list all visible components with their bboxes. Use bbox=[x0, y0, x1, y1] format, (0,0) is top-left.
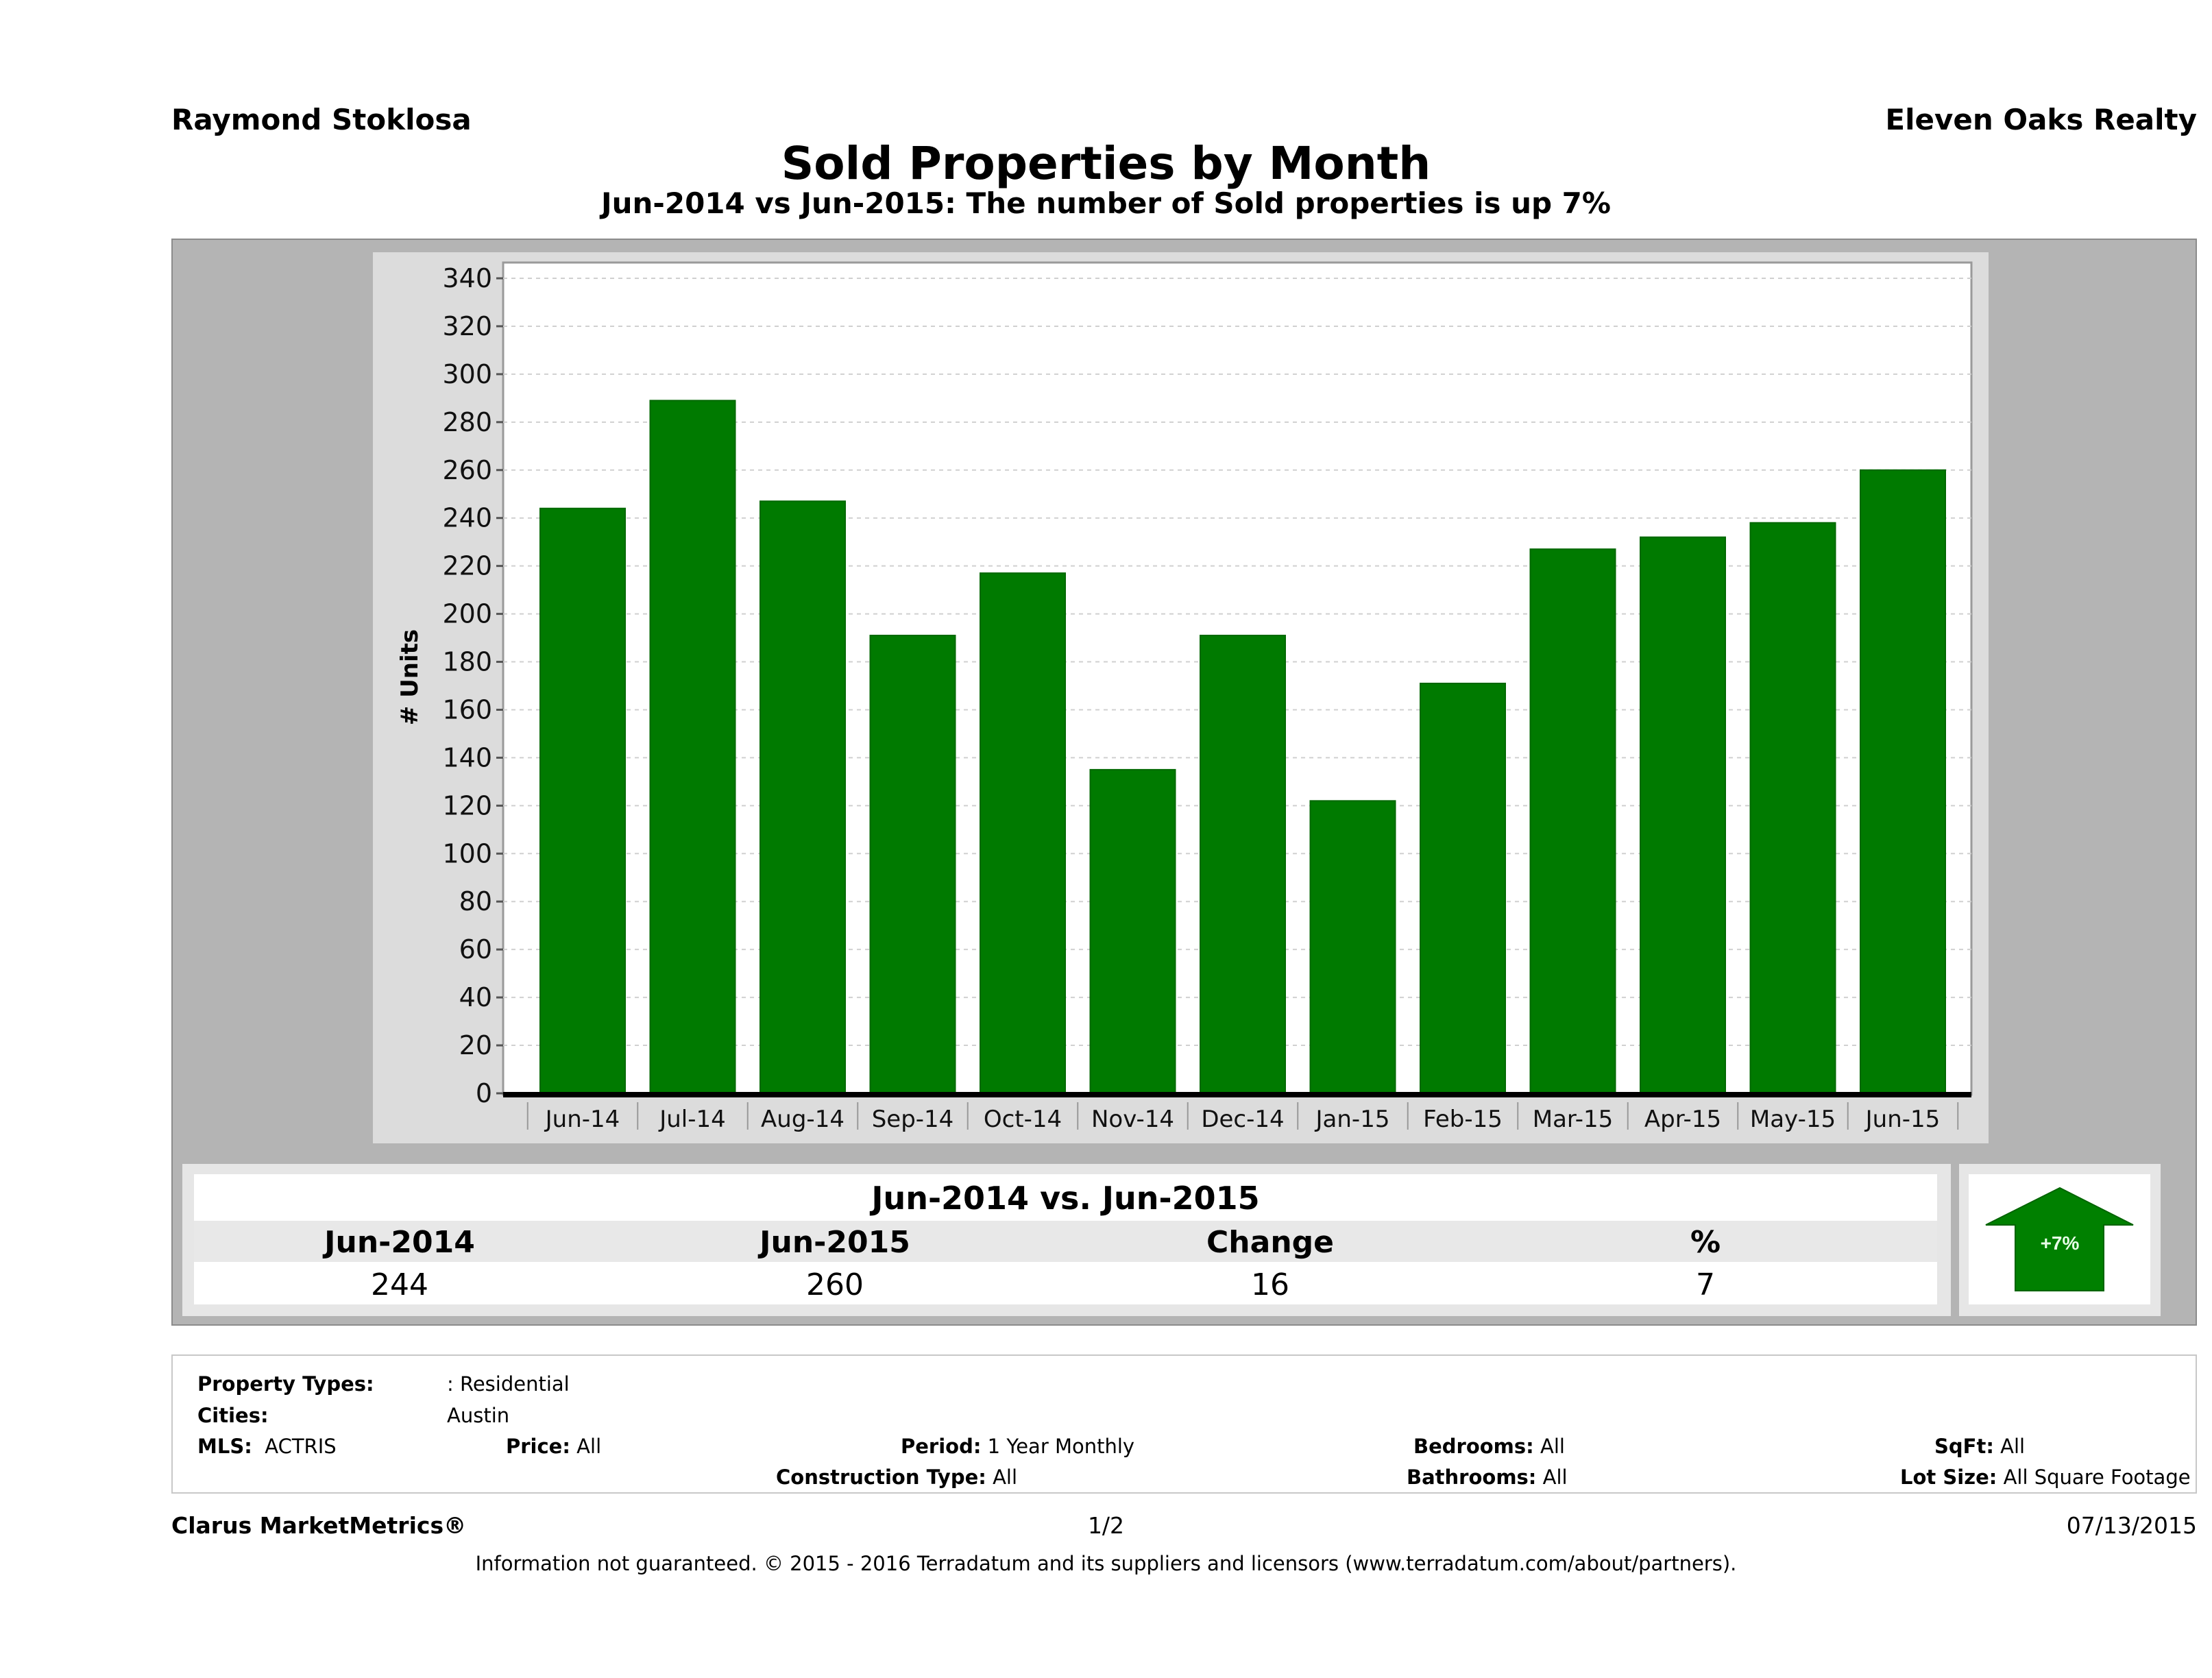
bar-May-15 bbox=[1749, 522, 1836, 1094]
x-tick-label: Apr-15 bbox=[1644, 1106, 1721, 1133]
bar-Feb-15 bbox=[1420, 683, 1506, 1094]
y-tick-label: 120 bbox=[442, 790, 492, 820]
bar-Mar-15 bbox=[1529, 548, 1616, 1094]
y-tick-label: 340 bbox=[442, 263, 492, 293]
y-axis-label: # Units bbox=[396, 629, 424, 725]
summary-title: Jun-2014 vs. Jun-2015 bbox=[871, 1180, 1260, 1217]
summary-value-jun-2015: 260 bbox=[806, 1267, 864, 1302]
x-tick-label: Dec-14 bbox=[1201, 1106, 1284, 1133]
x-axis-ticks: Jun-14 Jul-14 Aug-14 Sep-14 Oct-14 Nov-14 Dec-… bbox=[526, 1102, 1959, 1133]
mls-label: MLS: bbox=[197, 1435, 252, 1458]
x-tick-label: Nov-14 bbox=[1091, 1106, 1174, 1133]
y-tick-label: 220 bbox=[442, 551, 492, 581]
construction-type-label: Construction Type: bbox=[776, 1466, 986, 1489]
x-tick-label: Jun-14 bbox=[544, 1106, 620, 1133]
y-tick-label: 240 bbox=[442, 503, 492, 533]
y-tick-label: 160 bbox=[442, 694, 492, 725]
x-tick-label: Aug-14 bbox=[761, 1106, 844, 1133]
y-tick-label: 140 bbox=[442, 742, 492, 773]
y-tick-label: 260 bbox=[442, 455, 492, 485]
bedrooms-label: Bedrooms: bbox=[1413, 1435, 1534, 1458]
agent-name: Raymond Stoklosa bbox=[171, 103, 472, 136]
y-tick-label: 280 bbox=[442, 407, 492, 437]
x-tick-label: Mar-15 bbox=[1533, 1106, 1614, 1133]
bar-Oct-14 bbox=[980, 572, 1066, 1094]
report-date: 07/13/2015 bbox=[2066, 1512, 2197, 1539]
y-tick-label: 100 bbox=[442, 838, 492, 868]
y-tick-label: 300 bbox=[442, 359, 492, 389]
x-tick-label: Sep-14 bbox=[872, 1106, 954, 1133]
y-tick-label: 0 bbox=[476, 1078, 492, 1108]
y-tick-label: 200 bbox=[442, 599, 492, 629]
y-tick-label: 180 bbox=[442, 647, 492, 677]
bar-Jun-15 bbox=[1860, 469, 1946, 1094]
cities-value: Austin bbox=[447, 1404, 510, 1427]
lot-size-label: Lot Size: bbox=[1900, 1466, 1997, 1489]
y-tick-label: 320 bbox=[442, 311, 492, 341]
bathrooms-value: All bbox=[1542, 1466, 1568, 1489]
period-value: 1 Year Monthly bbox=[987, 1435, 1135, 1458]
summary-value-row: 244 260 16 7 bbox=[194, 1262, 1937, 1304]
company-name: Eleven Oaks Realty bbox=[1885, 103, 2197, 136]
bar-Nov-14 bbox=[1089, 768, 1176, 1094]
summary-title-row: Jun-2014 vs. Jun-2015 bbox=[194, 1174, 1937, 1221]
y-tick-label: 40 bbox=[459, 982, 492, 1012]
change-badge-text: +7% bbox=[2041, 1232, 2080, 1254]
bathrooms-label: Bathrooms: bbox=[1407, 1466, 1537, 1489]
cities-label: Cities: bbox=[197, 1404, 269, 1427]
bar-chart: 0 20 40 60 80 100 120 140 160 180 200 220 240 260 280 3… bbox=[396, 261, 1973, 1133]
mls-value: ACTRIS bbox=[265, 1435, 337, 1458]
summary-value-percent: 7 bbox=[1696, 1267, 1715, 1302]
price-label: Price: bbox=[506, 1435, 570, 1458]
up-arrow-icon: +7% bbox=[1985, 1187, 2134, 1291]
x-tick-label: Jul-14 bbox=[658, 1106, 726, 1133]
bar-Jan-15 bbox=[1309, 800, 1396, 1094]
x-tick-label: Jun-15 bbox=[1864, 1106, 1941, 1133]
property-types-label: Property Types: bbox=[197, 1372, 374, 1396]
filters-panel: Property Types: : Residential Cities: Au… bbox=[171, 1354, 2197, 1494]
x-tick-label: Feb-15 bbox=[1423, 1106, 1503, 1133]
sqft-value: All bbox=[2000, 1435, 2026, 1458]
bars bbox=[539, 400, 1946, 1095]
change-badge: +7% bbox=[1969, 1174, 2150, 1304]
summary-header-row: Jun-2014 Jun-2015 Change % bbox=[194, 1221, 1937, 1262]
report-title: Sold Properties by Month bbox=[781, 137, 1431, 190]
bar-Sep-14 bbox=[869, 635, 956, 1094]
bar-Jul-14 bbox=[649, 400, 736, 1095]
summary-value-change: 16 bbox=[1251, 1267, 1289, 1302]
y-tick-label: 80 bbox=[459, 886, 492, 916]
bar-Jun-14 bbox=[539, 507, 626, 1094]
x-tick-label: Oct-14 bbox=[984, 1106, 1062, 1133]
bedrooms-value: All bbox=[1540, 1435, 1565, 1458]
property-types-value: : Residential bbox=[447, 1372, 570, 1396]
y-axis-ticks: 0 20 40 60 80 100 120 140 160 180 200 220 240 260 280 3… bbox=[442, 263, 503, 1108]
y-tick-label: 20 bbox=[459, 1030, 492, 1060]
construction-type-value: All bbox=[993, 1466, 1018, 1489]
disclaimer: Information not guaranteed. © 2015 - 201… bbox=[475, 1552, 1737, 1575]
period-label: Period: bbox=[901, 1435, 982, 1458]
summary-header-jun-2015: Jun-2015 bbox=[759, 1225, 910, 1260]
summary-header-change: Change bbox=[1206, 1225, 1334, 1260]
bar-Dec-14 bbox=[1200, 635, 1286, 1094]
brand-name: Clarus MarketMetrics® bbox=[171, 1512, 467, 1539]
price-value: All bbox=[576, 1435, 602, 1458]
bar-Apr-15 bbox=[1640, 536, 1726, 1094]
x-tick-label: May-15 bbox=[1750, 1106, 1836, 1133]
report-subtitle: Jun-2014 vs Jun-2015: The number of Sold… bbox=[601, 186, 1611, 220]
bar-Aug-14 bbox=[759, 500, 846, 1095]
x-tick-label: Jan-15 bbox=[1315, 1106, 1390, 1133]
page-number: 1/2 bbox=[1087, 1512, 1125, 1539]
lot-size-value: All Square Footage bbox=[2003, 1466, 2191, 1489]
y-tick-label: 60 bbox=[459, 934, 492, 964]
summary-header-percent: % bbox=[1690, 1225, 1721, 1260]
sqft-label: SqFt: bbox=[1934, 1435, 1994, 1458]
summary-value-jun-2014: 244 bbox=[371, 1267, 428, 1302]
summary-header-jun-2014: Jun-2014 bbox=[324, 1225, 475, 1260]
